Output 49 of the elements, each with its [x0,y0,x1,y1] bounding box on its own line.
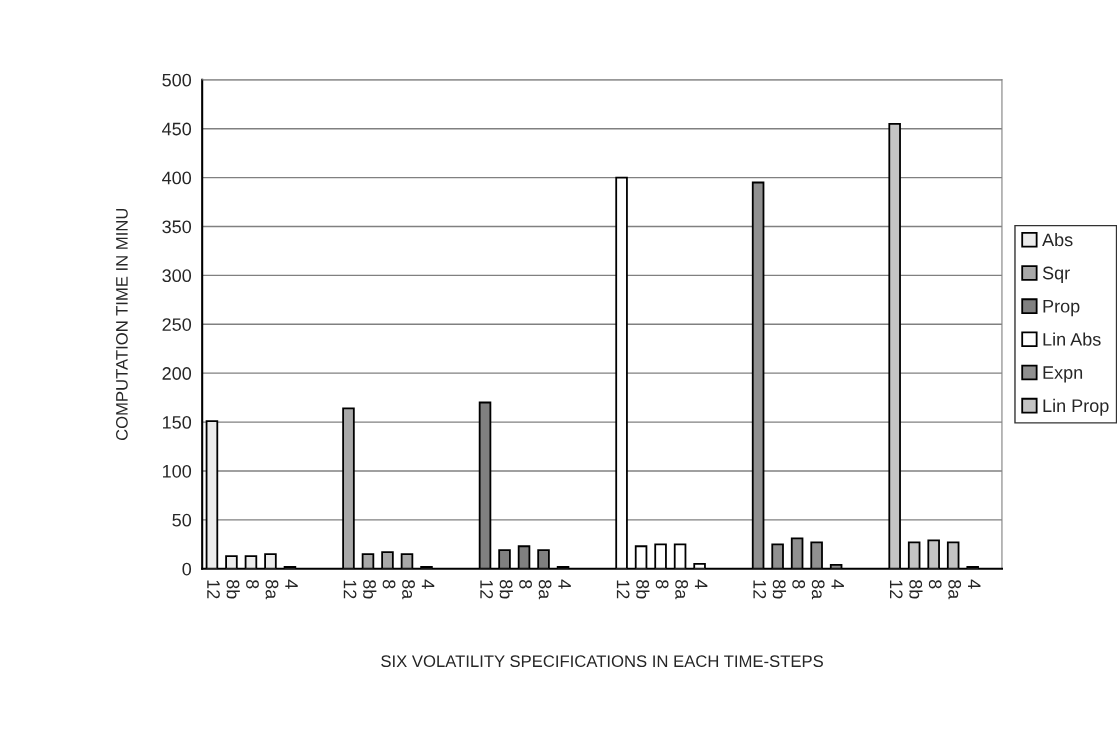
x-tick-label: 8a [811,579,825,600]
y-tick-label: 300 [162,269,192,283]
x-tick-label: 8 [246,579,259,589]
x-axis-title: SIX VOLATILITY SPECIFICATIONS IN EACH TIME-STEPS [381,655,823,668]
legend-label: Abs [1042,232,1073,247]
x-tick-label: 4 [285,579,298,589]
legend-label: Sqr [1042,266,1070,283]
y-tick-label: 100 [163,464,192,478]
y-tick-label: 500 [162,73,192,87]
legend-label: Expn [1043,366,1083,383]
x-tick-label: 8a [675,579,689,600]
x-tick-label: 8a [402,579,415,600]
legend-label: Lin Abs [1043,332,1101,346]
y-tick-label: 200 [162,367,192,380]
x-tick-label: 8b [909,579,923,599]
x-tick-label: 12 [207,580,220,599]
legend-label: Prop [1043,299,1080,317]
x-tick-label: 8b [772,579,787,599]
x-tick-label: 12 [889,580,903,599]
x-tick-label: 12 [616,580,630,599]
y-tick-label: 450 [162,122,192,136]
legend-label: Lin Prop [1043,398,1109,416]
x-tick-label: 4 [831,579,844,589]
y-tick-label: 0 [182,562,192,576]
x-tick-label: 8b [499,579,513,599]
x-tick-label: 8a [538,579,552,600]
x-tick-label: 8 [382,579,396,589]
x-tick-label: 4 [558,579,571,589]
y-tick-label: 400 [162,171,192,185]
y-tick-label: 50 [172,513,192,527]
x-tick-label: 4 [421,579,435,589]
x-tick-label: 12 [753,580,767,599]
x-tick-label: 8b [363,579,377,599]
x-tick-label: 8a [948,579,962,600]
x-tick-label: 4 [694,579,708,589]
x-tick-label: 4 [968,579,981,589]
x-tick-label: 8 [928,579,942,589]
y-tick-label: 250 [162,318,192,331]
x-tick-label: 8 [655,579,669,589]
y-tick-label: 150 [163,416,192,429]
y-axis-title: COMPUTATION TIME IN MINU [115,208,128,441]
x-tick-label: 12 [343,580,357,599]
x-tick-label: 8 [792,579,806,589]
x-tick-label: 8 [519,579,532,589]
x-tick-label: 8a [265,579,279,600]
x-tick-label: 8b [636,579,650,599]
x-tick-label: 8b [226,579,240,599]
y-tick-label: 350 [162,220,192,234]
x-tick-label: 12 [480,580,493,599]
